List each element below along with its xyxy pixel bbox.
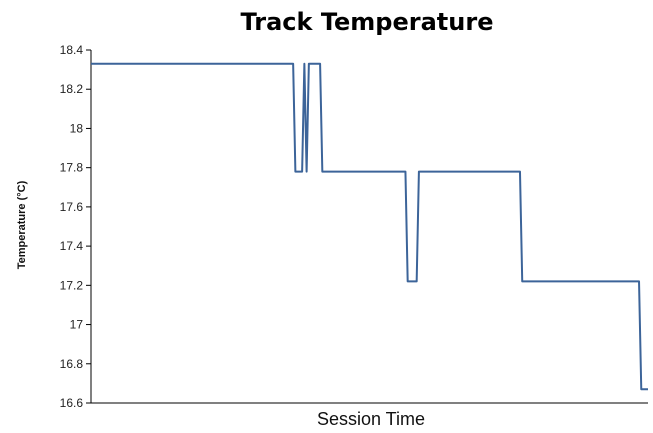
y-tick-label: 17.8 — [60, 161, 84, 175]
y-tick-label: 17 — [70, 318, 84, 332]
y-axis-ticks: 18.4 18.2 18 17.8 17.6 17.4 17.2 17 16.8 16.6 — [60, 43, 91, 410]
y-tick-label: 16.8 — [60, 357, 84, 371]
y-axis-label: Temperature (°C) — [16, 180, 28, 269]
temperature-series-line — [91, 62, 648, 391]
y-tick-label: 18.2 — [60, 82, 84, 96]
y-tick-label: 16.6 — [60, 396, 84, 410]
chart-title: Track Temperature — [241, 8, 494, 36]
x-axis-label: Session Time — [317, 409, 425, 429]
y-tick-label: 17.2 — [60, 278, 84, 292]
y-tick-label: 17.4 — [60, 239, 84, 253]
y-tick-label: 18 — [70, 121, 84, 135]
y-tick-label: 17.6 — [60, 200, 84, 214]
y-tick-label: 18.4 — [60, 43, 84, 57]
